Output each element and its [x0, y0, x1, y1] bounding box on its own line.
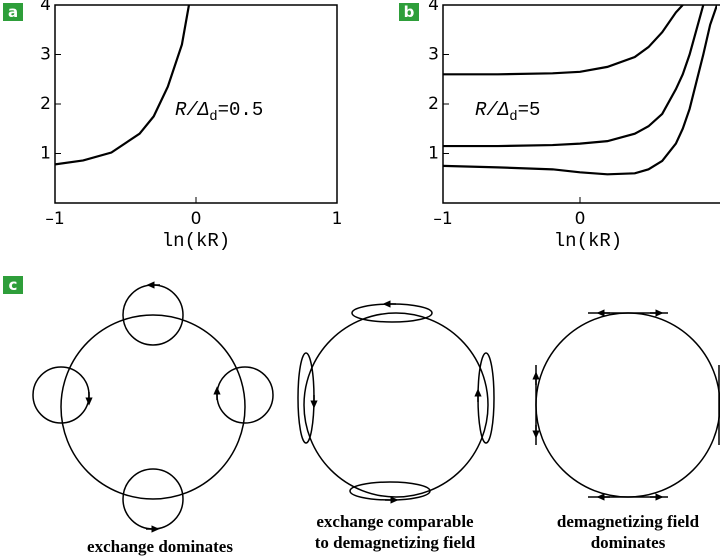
annotation-part: R/Δ — [475, 99, 509, 121]
line — [443, 5, 717, 176]
panel-label-box — [3, 276, 23, 294]
annotation-part: R/Δ — [175, 99, 209, 121]
panel-label: a — [8, 3, 18, 21]
x-tick-label: –1 — [433, 209, 452, 229]
x-tick-label: 0 — [575, 209, 586, 229]
plot-frame — [442, 4, 720, 204]
panel-label-box — [399, 3, 419, 21]
line — [443, 5, 705, 148]
y-tick-label: 4 — [40, 0, 51, 15]
annotation: R/Δd=5 — [475, 99, 540, 125]
y-tick-label: 4 — [428, 0, 439, 15]
x-tick-label: 0 — [191, 209, 202, 229]
y-tick-label: 3 — [428, 45, 439, 65]
x-tick-label: –1 — [45, 209, 64, 229]
caption: exchange dominates — [87, 537, 233, 556]
annotation-part: d — [509, 109, 517, 125]
panel-label: b — [404, 3, 415, 21]
caption: to demagnetizing field — [315, 533, 476, 552]
annotation-part: d — [209, 109, 217, 125]
annotation: R/Δd=0.5 — [175, 99, 263, 125]
caption: demagnetizing field — [557, 512, 700, 531]
annotation-part: =5 — [518, 99, 541, 121]
x-axis-label: ln(kR) — [554, 230, 622, 252]
panel-label: c — [9, 276, 18, 294]
x-tick-label: 1 — [332, 209, 343, 229]
y-tick-label: 2 — [40, 94, 51, 114]
y-tick-label: 1 — [40, 144, 51, 164]
diagram-shapes — [32, 281, 720, 533]
caption: dominates — [591, 533, 666, 552]
y-tick-label: 3 — [40, 45, 51, 65]
plot-frame — [54, 4, 338, 204]
panel-label-box — [3, 3, 23, 21]
x-axis-label: ln(kR) — [162, 230, 230, 252]
caption: exchange comparable — [316, 512, 474, 531]
y-tick-label: 1 — [428, 144, 439, 164]
annotation-part: =0.5 — [218, 99, 264, 121]
line — [443, 5, 684, 76]
y-tick-label: 2 — [428, 94, 439, 114]
line — [55, 5, 191, 166]
